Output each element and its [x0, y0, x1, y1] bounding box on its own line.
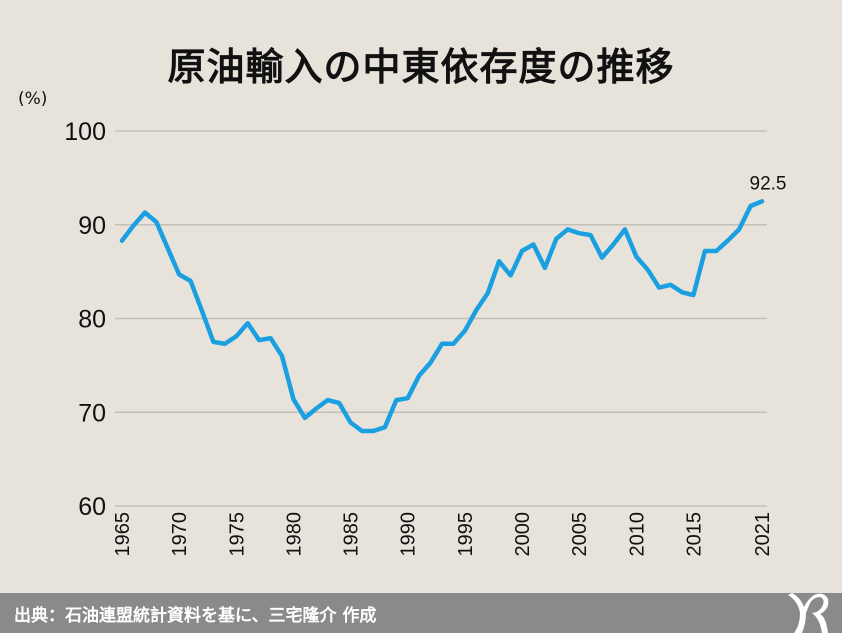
x-tick-label: 1985	[341, 512, 363, 557]
x-tick-label: 2010	[626, 512, 648, 557]
x-tick-label: 1980	[283, 512, 305, 557]
x-tick-label: 2015	[683, 512, 705, 557]
chart-title: 原油輸入の中東依存度の推移	[167, 45, 675, 89]
y-tick-label: 100	[64, 118, 106, 146]
y-axis-unit-label: (%)	[18, 89, 47, 109]
footer-bar: 出典：石油連盟統計資料を基に、三宅隆介 作成	[0, 593, 842, 633]
x-tick-label: 2000	[512, 512, 534, 557]
y-tick-label: 90	[78, 212, 106, 240]
y-tick-label: 60	[78, 493, 106, 521]
x-tick-label: 1995	[455, 512, 477, 557]
line-chart: (%) 60 70 80 90 100 1965 1970 1975 1980 1985 1990…	[18, 89, 787, 557]
x-tick-label: 1975	[226, 512, 248, 557]
x-tick-label: 1970	[169, 512, 191, 557]
y-tick-label: 80	[78, 306, 106, 334]
data-label-last: 92.5	[750, 173, 787, 194]
y-tick-label: 70	[78, 399, 106, 427]
logo-icon	[788, 593, 829, 633]
x-tick-label: 2021	[752, 512, 774, 557]
x-tick-label: 1965	[112, 512, 134, 557]
x-tick-label: 2005	[569, 512, 591, 557]
source-note: 出典：石油連盟統計資料を基に、三宅隆介 作成	[14, 606, 377, 626]
x-tick-label: 1990	[398, 512, 420, 557]
series-line	[119, 199, 765, 434]
